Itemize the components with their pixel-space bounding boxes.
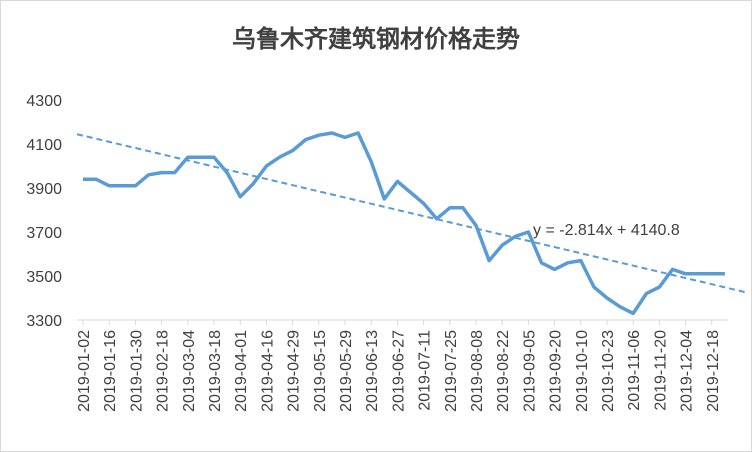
y-tick-label: 3300 (26, 313, 62, 330)
trendline (76, 133, 749, 294)
x-tick-label: 2019-09-20 (548, 330, 565, 412)
trendline-label: y = -2.814x + 4140.8 (533, 222, 680, 239)
y-tick-label: 3900 (26, 181, 62, 198)
x-tick-label: 2019-01-30 (128, 330, 145, 412)
x-tick-label: 2019-08-08 (469, 330, 486, 412)
x-tick-label: 2019-12-04 (679, 330, 696, 412)
x-tick-label: 2019-06-13 (364, 330, 381, 412)
x-tick-label: 2019-09-05 (521, 330, 538, 412)
x-tick-label: 2019-04-29 (286, 330, 303, 412)
y-tick-label: 4300 (26, 93, 62, 110)
x-tick-label: 2019-01-16 (102, 330, 119, 412)
y-tick-label: 4100 (26, 137, 62, 154)
x-tick-label: 2019-11-20 (652, 330, 669, 411)
x-tick-label: 2019-04-16 (259, 330, 276, 412)
x-tick-label: 2019-05-15 (312, 330, 329, 412)
x-tick-label: 2019-07-25 (443, 330, 460, 412)
y-tick-label: 3500 (26, 269, 62, 286)
x-tick-label: 2019-03-04 (181, 330, 198, 412)
x-tick-label: 2019-02-18 (155, 330, 172, 412)
x-tick-label: 2019-11-06 (626, 330, 643, 411)
x-tick-label: 2019-10-23 (600, 330, 617, 412)
x-tick-label: 2019-10-10 (574, 330, 591, 412)
price-line (83, 131, 725, 316)
x-tick-label: 2019-08-22 (495, 330, 512, 412)
x-tick-label: 2019-04-01 (233, 330, 250, 412)
x-tick-label: 2019-01-02 (76, 330, 93, 412)
x-tick-label: 2019-06-27 (390, 330, 407, 412)
chart-title: 乌鲁木齐建筑钢材价格走势 (232, 25, 520, 53)
y-tick-label: 3700 (26, 225, 62, 242)
x-tick-label: 2019-12-18 (705, 330, 722, 412)
x-tick-label: 2019-05-29 (338, 330, 355, 412)
x-tick-label: 2019-03-18 (207, 330, 224, 412)
x-tick-label: 2019-07-11 (417, 330, 434, 411)
